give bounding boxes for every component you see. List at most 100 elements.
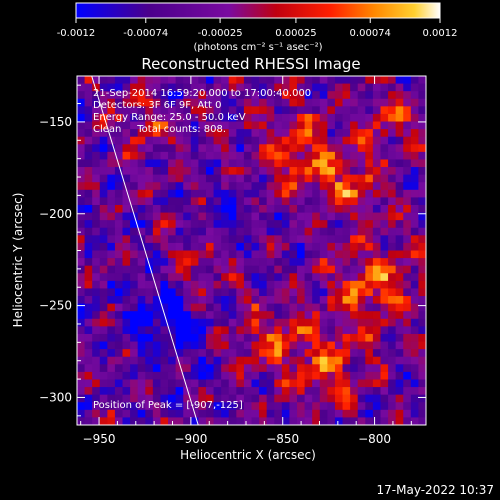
- heatmap-cell: [380, 333, 389, 342]
- heatmap-cell: [160, 402, 169, 411]
- heatmap-cell: [243, 417, 252, 425]
- heatmap-cell: [388, 311, 397, 320]
- heatmap-cell: [319, 280, 328, 289]
- heatmap-cell: [327, 242, 336, 251]
- heatmap-cell: [266, 258, 275, 267]
- heatmap-cell: [228, 167, 237, 176]
- heatmap-cell: [107, 220, 116, 229]
- heatmap-cell: [327, 341, 336, 350]
- heatmap-cell: [99, 311, 108, 320]
- heatmap-cell: [160, 220, 169, 229]
- heatmap-cell: [77, 242, 85, 251]
- heatmap-cell: [327, 113, 336, 122]
- heatmap-cell: [274, 250, 283, 259]
- heatmap-cell: [403, 220, 412, 229]
- heatmap-cell: [137, 265, 146, 274]
- heatmap-cell: [228, 212, 237, 221]
- heatmap-cell: [418, 394, 426, 403]
- heatmap-cell: [372, 136, 381, 145]
- heatmap-cell: [99, 371, 108, 380]
- heatmap-cell: [190, 106, 199, 115]
- heatmap-cell: [319, 409, 328, 418]
- heatmap-cell: [312, 341, 321, 350]
- heatmap-cell: [251, 189, 260, 198]
- heatmap-cell: [327, 182, 336, 191]
- heatmap-cell: [281, 288, 290, 297]
- heatmap-cell: [198, 379, 207, 388]
- heatmap-cell: [319, 106, 328, 115]
- heatmap-cell: [350, 273, 359, 282]
- heatmap-cell: [365, 356, 374, 365]
- heatmap-cell: [122, 311, 131, 320]
- heatmap-cell: [175, 341, 184, 350]
- heatmap-cell: [221, 265, 230, 274]
- heatmap-cell: [107, 303, 116, 312]
- heatmap-cell: [236, 273, 245, 282]
- heatmap-cell: [145, 106, 154, 115]
- heatmap-cell: [175, 113, 184, 122]
- heatmap-cell: [289, 151, 298, 160]
- heatmap-cell: [281, 402, 290, 411]
- heatmap-cell: [319, 417, 328, 425]
- heatmap-cell: [297, 159, 306, 168]
- heatmap-cell: [372, 402, 381, 411]
- heatmap-cell: [221, 341, 230, 350]
- heatmap-cell: [168, 280, 177, 289]
- heatmap-cell: [357, 174, 366, 183]
- heatmap-cell: [183, 189, 192, 198]
- heatmap-cell: [350, 220, 359, 229]
- heatmap-cell: [312, 151, 321, 160]
- heatmap-cell: [410, 265, 419, 274]
- heatmap-cell: [403, 296, 412, 305]
- heatmap-cell: [205, 167, 214, 176]
- heatmap-cell: [236, 242, 245, 251]
- heatmap-cell: [350, 379, 359, 388]
- heatmap-cell: [122, 333, 131, 342]
- heatmap-cell: [403, 250, 412, 259]
- heatmap-cell: [297, 129, 306, 138]
- heatmap-cell: [266, 303, 275, 312]
- heatmap-cell: [281, 227, 290, 236]
- heatmap-cell: [251, 303, 260, 312]
- heatmap-cell: [183, 227, 192, 236]
- heatmap-cell: [372, 258, 381, 267]
- heatmap-cell: [152, 288, 161, 297]
- heatmap-cell: [274, 326, 283, 335]
- heatmap-cell: [388, 288, 397, 297]
- heatmap-cell: [228, 417, 237, 425]
- heatmap-cell: [137, 227, 146, 236]
- heatmap-cell: [160, 371, 169, 380]
- heatmap-cell: [312, 235, 321, 244]
- heatmap-cell: [152, 417, 161, 425]
- heatmap-cell: [372, 303, 381, 312]
- heatmap-cell: [312, 182, 321, 191]
- heatmap-cell: [160, 303, 169, 312]
- heatmap-cell: [357, 303, 366, 312]
- heatmap-cell: [281, 258, 290, 267]
- heatmap-cell: [334, 113, 343, 122]
- heatmap-cell: [418, 235, 426, 244]
- heatmap-cell: [395, 288, 404, 297]
- heatmap-cell: [198, 113, 207, 122]
- heatmap-cell: [168, 204, 177, 213]
- heatmap-cell: [342, 250, 351, 259]
- heatmap-cell: [183, 341, 192, 350]
- heatmap-cell: [168, 250, 177, 259]
- heatmap-cell: [84, 303, 93, 312]
- heatmap-cell: [312, 189, 321, 198]
- heatmap-cell: [114, 356, 123, 365]
- heatmap-cell: [168, 242, 177, 251]
- heatmap-cell: [205, 364, 214, 373]
- heatmap-cell: [107, 280, 116, 289]
- heatmap-cell: [388, 417, 397, 425]
- heatmap-cell: [168, 258, 177, 267]
- heatmap-cell: [304, 387, 313, 396]
- heatmap-cell: [281, 76, 290, 84]
- heatmap-cell: [350, 212, 359, 221]
- heatmap-cell: [365, 204, 374, 213]
- heatmap-cell: [243, 333, 252, 342]
- heatmap-cell: [395, 379, 404, 388]
- heatmap-cell: [342, 356, 351, 365]
- heatmap-cell: [334, 121, 343, 130]
- heatmap-cell: [251, 349, 260, 358]
